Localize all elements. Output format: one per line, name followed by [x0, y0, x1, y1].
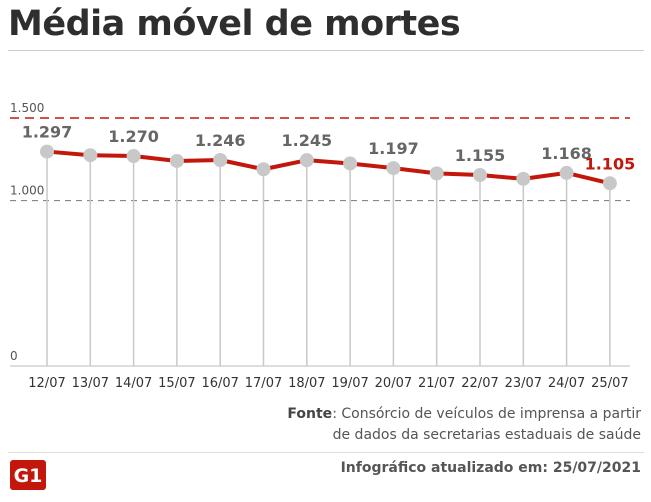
y-tick-label: 1.500: [10, 101, 44, 115]
x-tick-label: 16/07: [201, 376, 238, 391]
data-point: [40, 144, 54, 159]
data-point: [126, 149, 141, 164]
updated-date: Infográfico atualizado em: 25/07/2021: [340, 460, 641, 476]
data-point: [516, 171, 531, 186]
data-point: [83, 148, 98, 163]
data-label: 1.270: [108, 127, 159, 146]
data-label: 1.168: [541, 144, 592, 163]
data-point: [429, 166, 444, 181]
x-tick-label: 24/07: [548, 376, 585, 391]
x-tick-label: 23/07: [505, 376, 542, 391]
source-line-1: : Consórcio de veículos de imprensa a pa…: [332, 406, 641, 422]
data-point: [602, 176, 617, 191]
source-label: Fonte: [287, 406, 333, 422]
x-tick-label: 12/07: [28, 376, 65, 391]
x-tick-label: 14/07: [115, 376, 152, 391]
x-tick-label: 13/07: [72, 376, 109, 391]
data-label: 1.105: [585, 154, 636, 173]
data-point: [169, 153, 184, 168]
x-tick-label: 25/07: [591, 376, 628, 391]
source-line-2: de dados da secretarias estaduais de saú…: [332, 427, 641, 443]
y-tick-label: 1.000: [10, 184, 44, 198]
data-point: [299, 153, 314, 168]
page-title: Média móvel de mortes: [8, 4, 461, 44]
data-point: [473, 168, 487, 183]
title-divider: [8, 50, 644, 51]
source-note: Fonte: Consórcio de veículos de imprensa…: [287, 404, 641, 446]
g1-logo: G1: [10, 460, 46, 490]
x-tick-label: 19/07: [331, 376, 368, 391]
data-label: 1.197: [368, 139, 419, 158]
y-tick-label: 0: [10, 349, 18, 363]
data-label: 1.155: [455, 146, 506, 165]
data-point: [386, 161, 401, 176]
x-tick-label: 21/07: [418, 376, 455, 391]
x-tick-label: 17/07: [245, 376, 282, 391]
line-chart: 1.500 1.000 0 1.297 1.270 1.246 1.245 1.197 1.15…: [10, 101, 636, 391]
data-label: 1.297: [22, 123, 73, 142]
series-line: [45, 149, 612, 186]
x-tick-label: 20/07: [375, 376, 412, 391]
data-point: [213, 152, 228, 167]
logo-text: G1: [14, 465, 43, 487]
data-point: [256, 162, 271, 177]
x-tick-label: 15/07: [158, 376, 195, 391]
footer-divider: [8, 452, 644, 453]
data-label: 1.245: [281, 131, 332, 150]
data-point: [559, 165, 574, 180]
x-tick-label: 18/07: [288, 376, 325, 391]
x-tick-label: 22/07: [461, 376, 498, 391]
data-point: [343, 156, 358, 171]
data-label: 1.246: [195, 131, 246, 150]
